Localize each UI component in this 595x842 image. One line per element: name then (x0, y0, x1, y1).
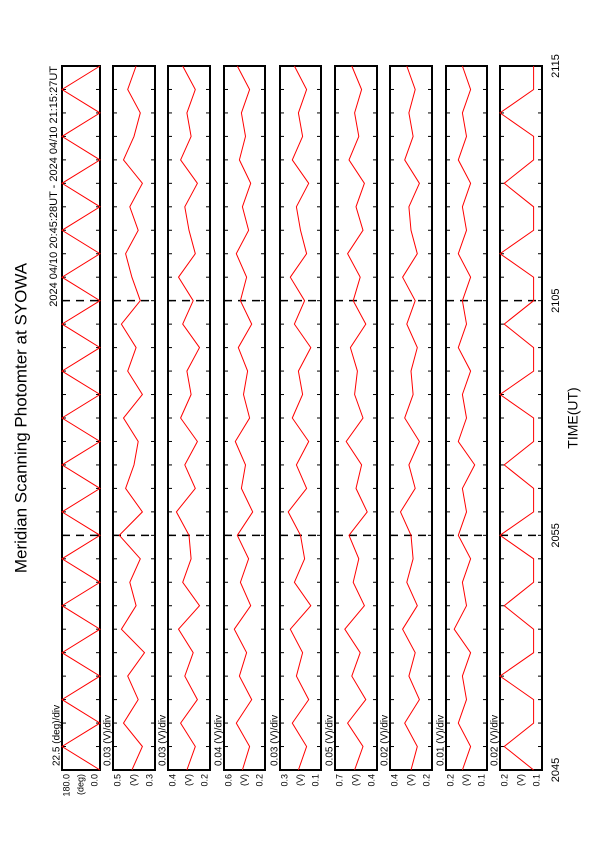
x-tick-label: 2115 (550, 54, 562, 78)
y-tick-label: 0.1 (310, 774, 320, 787)
scale-label: 22.5 (deg)/div (52, 705, 63, 766)
scale-label: 0.03 (V)/div (103, 715, 114, 766)
x-tick-label: 2045 (550, 758, 562, 782)
x-axis-label: TIME(UT) (565, 387, 581, 448)
x-tick-label: 2105 (550, 288, 562, 312)
y-tick-label: 0.0 (89, 774, 99, 787)
panel-frame (389, 65, 433, 771)
panel-frame (499, 65, 543, 771)
signal-line (118, 65, 146, 771)
y-tick-label: 0.1 (476, 774, 486, 787)
y-tick-label: 0.1 (531, 774, 541, 787)
signal-line (175, 65, 201, 771)
scale-label: 0.05 (V)/div (325, 715, 336, 766)
signal-line (399, 65, 420, 771)
signal-line (499, 66, 535, 771)
y-tick-label: 0.4 (389, 774, 399, 787)
y-tick-label: 0.4 (167, 774, 177, 787)
scale-label: 0.03 (V)/div (158, 715, 169, 766)
y-tick-label: 0.2 (254, 774, 264, 787)
y-unit-label: (V) (128, 774, 138, 786)
rotated-plot: Meridian Scanning Photomter at SYOWA 202… (11, 54, 580, 796)
y-unit-label: (V) (515, 774, 525, 786)
y-unit-label: (V) (239, 774, 249, 786)
y-tick-label: 0.2 (199, 774, 209, 787)
y-tick-label: 0.5 (112, 774, 122, 787)
signal-line (344, 65, 368, 771)
panel-frame (112, 65, 156, 771)
y-unit-label: (V) (350, 774, 360, 786)
chart-title: Meridian Scanning Photomter at SYOWA (11, 262, 30, 573)
scale-label: 0.01 (V)/div (436, 715, 447, 766)
y-tick-label: 0.3 (279, 774, 289, 787)
chart-subtitle: 2024 04/10 20:45:28UT - 2024 04/10 21:15… (48, 66, 60, 307)
signal-line (233, 65, 254, 771)
y-unit-label: (V) (461, 774, 471, 786)
scale-label: 0.02 (V)/div (380, 715, 391, 766)
x-tick-label: 2055 (550, 523, 562, 547)
scale-label: 0.02 (V)/div (490, 715, 501, 766)
y-tick-label: 0.6 (223, 774, 233, 787)
y-tick-label: 180.0 (61, 774, 71, 797)
y-tick-label: 0.3 (144, 774, 154, 787)
y-tick-label: 0.2 (499, 774, 509, 787)
y-tick-label: 0.4 (366, 774, 376, 787)
y-unit-label: (V) (405, 774, 415, 786)
signal-line (453, 65, 476, 771)
signal-line (61, 65, 101, 771)
y-tick-label: 0.7 (334, 774, 344, 787)
y-unit-label: (deg) (75, 774, 85, 795)
scale-label: 0.04 (V)/div (214, 715, 225, 766)
y-unit-label: (V) (183, 774, 193, 786)
y-tick-label: 0.2 (445, 774, 455, 787)
y-unit-label: (V) (295, 774, 305, 786)
signal-line (287, 65, 312, 771)
scale-label: 0.03 (V)/div (270, 715, 281, 766)
y-tick-label: 0.2 (421, 774, 431, 787)
